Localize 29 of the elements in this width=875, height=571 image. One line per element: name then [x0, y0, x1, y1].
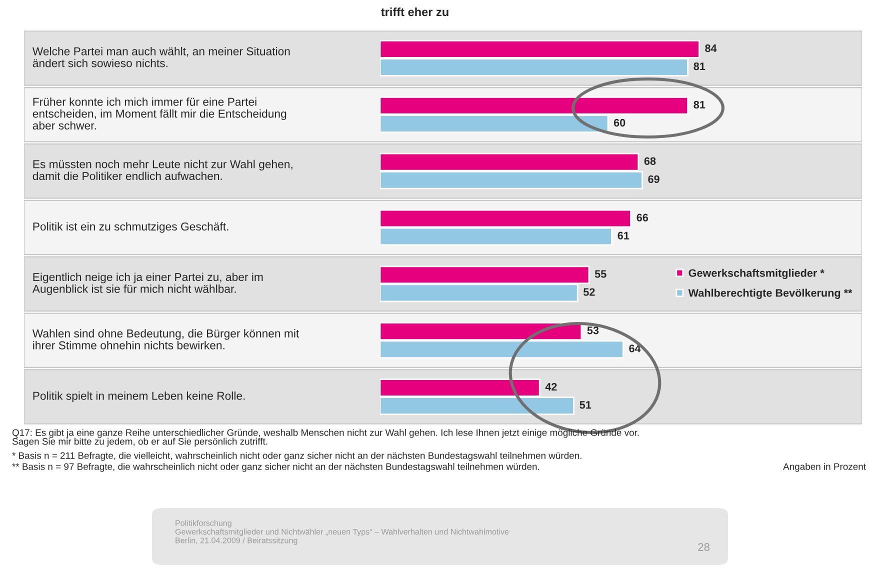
y-tick-label: Welche Partei man auch wählt, an meiner Situation ändert sich sowieso nichts. — [32, 46, 290, 68]
data-label: 60 — [614, 118, 626, 127]
y-tick-label: Wahlen sind ohne Bedeutung, die Bürger können mit ihrer Stimme ohnehin nichts bewirken. — [32, 329, 300, 350]
data-label: 53 — [587, 326, 599, 334]
data-label: 81 — [694, 100, 706, 109]
data-label: 51 — [580, 401, 592, 409]
data-label: 55 — [594, 270, 606, 278]
data-label: 64 — [629, 344, 641, 352]
y-tick-label: Politik spielt in meinem Leben keine Rolle. — [33, 391, 245, 402]
text: ** Basis n = 97 Befragte, die wahrscheinlich nicht oder ganz sicher nicht an der nächsten Bundestagswahl teilnehmen würden. — [12, 463, 540, 472]
chart-title: trifft eher zu — [381, 8, 448, 16]
y-tick-label: Eigentlich neige ich ja einer Partei zu, aber im Augenblick ist sie für mich nicht wählbar. — [32, 272, 263, 296]
data-label: 42 — [545, 382, 557, 391]
legend-label: Gewerkschaftsmitglieder * — [688, 268, 824, 280]
text: Angaben in Prozent — [783, 463, 866, 472]
data-label: 66 — [636, 214, 648, 222]
data-label: 69 — [648, 175, 660, 184]
data-label: 52 — [583, 288, 595, 296]
text: Politikforschung Gewerkschaftsmitglieder und Nichtwähler „neuen Typs“ – Wahlverhalten und Nichtwahlmotive Berlin, 21.04.2009 / Beiratssitzung — [175, 520, 509, 545]
data-label: 61 — [618, 232, 630, 240]
data-label: 81 — [694, 62, 706, 70]
text: 28 — [698, 543, 710, 551]
y-tick-label: Früher konnte ich mich immer für eine Partei entscheiden, im Moment fällt mir die Entscheidung aber schwer. — [32, 97, 286, 130]
text: * Basis n = 211 Befragte, die vielleicht, wahrscheinlich nicht oder ganz sicher nicht an der nächsten Bundestagswahl teilnehmen würden. — [12, 452, 582, 461]
y-tick-label: Es müssten noch mehr Leute nicht zur Wahl gehen, damit die Politiker endlich aufwachen. — [32, 160, 292, 180]
data-label: 68 — [644, 157, 656, 165]
y-tick-label: Politik ist ein zu schmutziges Geschäft. — [33, 222, 228, 233]
data-label: 84 — [705, 44, 717, 52]
legend-label: Wahlberechtigte Bevölkerung ** — [688, 288, 852, 299]
